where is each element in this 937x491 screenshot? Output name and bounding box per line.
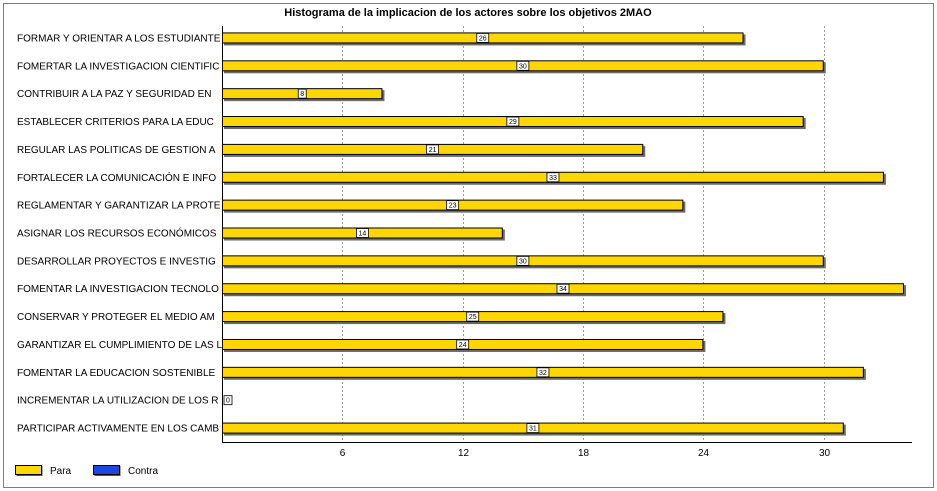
value-label-box <box>546 172 560 183</box>
value-label-box <box>297 88 307 99</box>
value-label-box <box>536 367 550 378</box>
value-label: 23 <box>449 203 457 210</box>
category-label: ESTABLECER CRITERIOS PARA LA EDUC <box>17 117 214 128</box>
category-label: INCREMENTAR LA UTILIZACION DE LOS R <box>17 396 219 407</box>
x-axis: 6 12 18 24 30 <box>222 26 912 459</box>
value-label: 33 <box>549 175 557 182</box>
value-label-box <box>456 339 470 350</box>
category-label: FOMENTAR LA EDUCACION SOSTENIBLE <box>17 368 216 379</box>
value-label: 34 <box>559 286 567 293</box>
legend-swatch <box>15 465 42 475</box>
value-label: 29 <box>509 119 517 126</box>
value-label: 14 <box>359 231 367 238</box>
legend-swatch <box>93 465 120 475</box>
value-label-box <box>476 33 490 43</box>
value-label: 8 <box>300 91 304 98</box>
value-label: 30 <box>519 258 527 265</box>
x-tick-label: 6 <box>340 448 346 459</box>
value-label-box <box>426 144 440 155</box>
value-label-box <box>446 200 460 211</box>
category-label: GARANTIZAR EL CUMPLIMIENTO DE LAS L <box>17 340 222 351</box>
category-labels: FORMAR Y ORIENTAR A LOS ESTUDIANTE FOMERT… <box>17 33 222 434</box>
chart-title: Histograma de la implicacion de los acto… <box>284 7 652 19</box>
value-label-box <box>516 60 530 71</box>
value-label-box <box>466 311 480 322</box>
category-label: PARTICIPAR ACTIVAMENTE EN LOS CAMB <box>17 424 219 435</box>
x-tick-label: 12 <box>458 448 470 459</box>
category-label: FOMENTAR LA INVESTIGACION TECNOLO <box>17 284 219 295</box>
x-tick-label: 30 <box>819 448 831 459</box>
category-label: CONTRIBUIR A LA PAZ Y SEGURIDAD EN <box>17 89 212 100</box>
value-label: 24 <box>459 342 467 349</box>
value-label-box <box>526 423 540 433</box>
value-label: 30 <box>519 63 527 70</box>
value-label-box <box>516 255 530 266</box>
x-tick-label: 18 <box>578 448 590 459</box>
value-label-box <box>356 228 369 238</box>
value-label-box <box>556 283 570 294</box>
value-label-box <box>223 395 233 406</box>
value-label: 26 <box>479 35 487 42</box>
category-label: ASIGNAR LOS RECURSOS ECONÓMICOS <box>17 227 217 240</box>
category-label: REGULAR LAS POLITICAS DE GESTION A <box>17 145 216 156</box>
category-label: FORMAR Y ORIENTAR A LOS ESTUDIANTE <box>17 33 221 44</box>
category-label: REGLAMENTAR Y GARANTIZAR LA PROTE <box>17 201 221 212</box>
category-label: DESARROLLAR PROYECTOS E INVESTIG <box>17 256 216 267</box>
category-label: FORTALECER LA COMUNICACIÓN E INFO <box>17 171 216 184</box>
value-label: 25 <box>469 314 477 321</box>
bars: 26 30 8 29 21 33 23 14 30 34 25 24 32 0 31 <box>222 32 906 436</box>
chart-frame <box>3 3 934 488</box>
legend: Para Contra <box>15 465 158 477</box>
legend-label: Contra <box>128 466 158 477</box>
category-label: CONSERVAR Y PROTEGER EL MEDIO AM <box>17 312 215 323</box>
value-label: 21 <box>429 147 437 154</box>
value-label: 31 <box>529 426 537 433</box>
legend-label: Para <box>50 466 72 477</box>
x-tick-label: 24 <box>698 448 710 459</box>
category-label: FOMERTAR LA INVESTIGACION CIENTIFIC <box>17 61 219 72</box>
value-label: 0 <box>226 398 230 405</box>
value-label: 32 <box>539 370 547 377</box>
value-label-box <box>506 116 520 127</box>
